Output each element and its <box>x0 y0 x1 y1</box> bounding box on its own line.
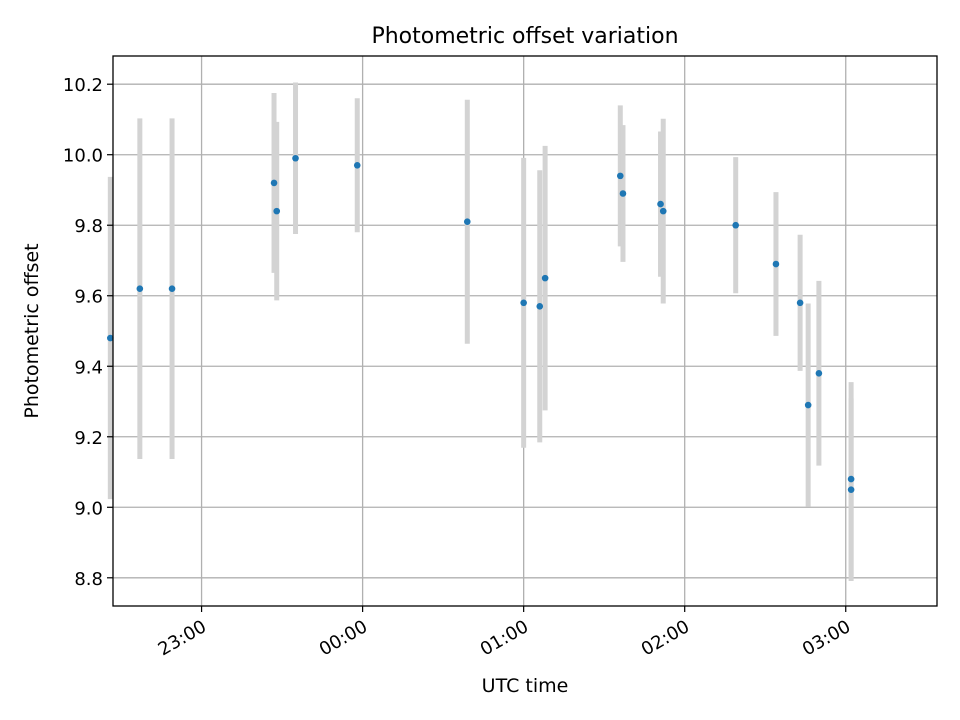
y-tick-label: 9.0 <box>74 498 103 519</box>
data-point <box>168 285 176 292</box>
data-point <box>772 260 780 268</box>
data-point <box>270 179 278 187</box>
y-tick-label: 9.4 <box>74 357 103 378</box>
data-point <box>541 274 549 282</box>
plot-area-frame <box>112 55 938 607</box>
data-point <box>657 200 664 208</box>
data-point <box>463 218 471 226</box>
y-tick-label: 9.8 <box>74 216 103 237</box>
data-point <box>815 370 823 377</box>
x-axis-label: UTC time <box>482 675 569 697</box>
data-point <box>136 285 144 292</box>
data-point <box>847 486 855 493</box>
y-tick-label: 8.8 <box>74 569 103 590</box>
data-point <box>520 299 527 307</box>
y-tick-label: 9.6 <box>74 287 103 308</box>
data-point <box>732 221 739 229</box>
data-points <box>107 154 855 493</box>
y-tick-label: 10.0 <box>63 146 103 167</box>
y-axis-label: Photometric offset <box>21 243 43 418</box>
data-point <box>804 401 812 409</box>
data-point <box>536 303 544 310</box>
data-point <box>292 154 299 162</box>
data-point <box>273 207 281 215</box>
chart-title: Photometric offset variation <box>371 24 678 49</box>
y-axis-ticks: 8.8 9.0 9.2 9.4 9.6 9.8 10.0 10.2 <box>63 75 113 590</box>
data-point <box>353 161 361 169</box>
y-tick-label: 10.2 <box>63 75 103 96</box>
data-point <box>659 207 667 215</box>
y-tick-label: 9.2 <box>74 428 103 449</box>
data-point <box>107 334 114 342</box>
data-point <box>619 190 627 197</box>
data-point <box>796 299 804 307</box>
data-point <box>616 172 624 180</box>
data-point <box>847 475 855 483</box>
